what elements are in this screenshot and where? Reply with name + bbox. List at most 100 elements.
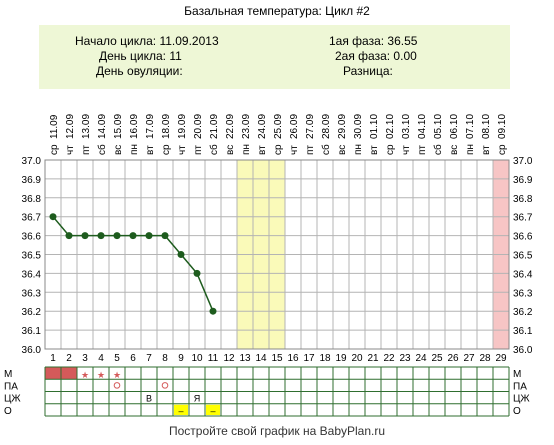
day-number-label: 2 (66, 353, 72, 364)
y-tick-label: 36.9 (22, 175, 42, 186)
date-label: 29.09 (337, 114, 348, 139)
date-label: 18.09 (161, 114, 172, 139)
y-tick-label: 36.8 (22, 194, 42, 205)
y-tick-label: 36.3 (22, 288, 42, 299)
star-mark: ★ (113, 370, 121, 380)
date-label: 07.10 (465, 114, 476, 139)
day-number-label: 5 (114, 353, 120, 364)
row-label: О (4, 406, 12, 417)
cervical-mark: В (146, 394, 152, 404)
cervical-mark: Я (194, 394, 201, 404)
weekday-label: вс (113, 145, 124, 155)
y-tick-label-right: 36.3 (513, 288, 533, 299)
weekday-label: ср (385, 144, 396, 155)
day-number-label: 18 (319, 353, 331, 364)
difference-text: Разница: (343, 64, 393, 78)
row-label-right: ЦЖ (513, 394, 530, 405)
date-label: 19.09 (177, 114, 188, 139)
star-mark: ★ (81, 370, 89, 380)
date-label: 02.10 (385, 114, 396, 139)
temperature-point (193, 269, 201, 277)
day-number-label: 8 (162, 353, 168, 364)
date-label: 04.10 (417, 114, 428, 139)
y-tick-label: 36.6 (22, 232, 42, 243)
temperature-point (209, 307, 217, 315)
weekday-label: вс (225, 145, 236, 155)
weekday-label: чт (177, 145, 188, 155)
y-tick-label-right: 36.0 (513, 345, 533, 356)
y-tick-label-right: 37.0 (513, 156, 533, 167)
pa-circle-mark (113, 382, 121, 389)
date-label: 08.10 (481, 114, 492, 139)
day-number-label: 14 (255, 353, 267, 364)
day-number-label: 22 (383, 353, 395, 364)
day-number-label: 9 (178, 353, 184, 364)
date-label: 25.09 (273, 114, 284, 139)
weekday-label: чт (401, 145, 412, 155)
date-label: 22.09 (225, 114, 236, 139)
row-label-right: О (513, 406, 521, 417)
ovulation-day-text: День овуляции: (96, 64, 183, 78)
weekday-label: пт (81, 145, 92, 155)
date-label: 24.09 (257, 114, 268, 139)
date-label: 17.09 (145, 114, 156, 139)
y-tick-label-right: 36.2 (513, 307, 533, 318)
y-tick-label-right: 36.1 (513, 326, 533, 337)
y-tick-label: 36.4 (22, 269, 42, 280)
y-tick-label: 36.7 (22, 213, 42, 224)
date-label: 01.10 (369, 114, 380, 139)
weekday-label: вт (369, 145, 380, 155)
temperature-point (49, 213, 57, 221)
temperature-point (65, 232, 73, 240)
weekday-label: сб (96, 144, 108, 155)
day-number-label: 13 (239, 353, 251, 364)
ovulation-test-mark: – (210, 406, 215, 416)
y-tick-label-right: 36.7 (513, 213, 533, 224)
date-label: 06.10 (449, 114, 460, 139)
temperature-point (177, 251, 185, 258)
weekday-label: сб (320, 144, 332, 155)
weekday-label: чт (289, 145, 300, 155)
weekday-label: чт (65, 145, 76, 155)
y-tick-label: 37.0 (22, 156, 42, 167)
phase1-text: 1ая фаза: 36.55 (329, 34, 418, 48)
weekday-label: сб (432, 144, 444, 155)
date-label: 05.10 (433, 114, 444, 139)
weekday-label: вт (481, 145, 492, 155)
row-label-right: ПА (513, 381, 527, 392)
temperature-point (97, 232, 105, 240)
temperature-point (129, 232, 137, 240)
day-number-label: 23 (399, 353, 411, 364)
y-tick-label-right: 36.4 (513, 269, 533, 280)
day-number-label: 4 (98, 353, 104, 364)
y-tick-label-right: 36.8 (513, 194, 533, 205)
cycle-day-text: День цикла: 11 (99, 49, 182, 63)
ovulation-test-mark: – (178, 406, 183, 416)
row-label-right: М (513, 369, 521, 380)
weekday-label: вт (145, 145, 156, 155)
weekday-label: пт (305, 145, 316, 155)
date-label: 09.10 (497, 114, 508, 139)
day-number-label: 26 (447, 353, 459, 364)
day-number-label: 24 (415, 353, 427, 364)
weekday-label: ср (161, 144, 172, 155)
plot-border (44, 159, 510, 350)
weekday-label: пн (129, 144, 140, 155)
weekday-label: вс (337, 145, 348, 155)
date-label: 13.09 (81, 114, 92, 139)
footer-text: Постройте свой график на BabyPlan.ru (168, 424, 386, 438)
pa-circle-mark (161, 382, 169, 389)
day-number-label: 7 (146, 353, 152, 364)
row-label: ЦЖ (4, 394, 21, 405)
day-number-label: 6 (130, 353, 136, 364)
day-number-label: 10 (191, 353, 203, 364)
weekday-label: пт (417, 145, 428, 155)
date-label: 23.09 (241, 114, 252, 139)
day-number-label: 17 (303, 353, 315, 364)
phase2-text: 2ая фаза: 0.00 (335, 49, 417, 63)
day-number-label: 12 (223, 353, 235, 364)
y-tick-label: 36.1 (22, 326, 42, 337)
date-label: 27.09 (305, 114, 316, 139)
weekday-label: пт (193, 145, 204, 155)
